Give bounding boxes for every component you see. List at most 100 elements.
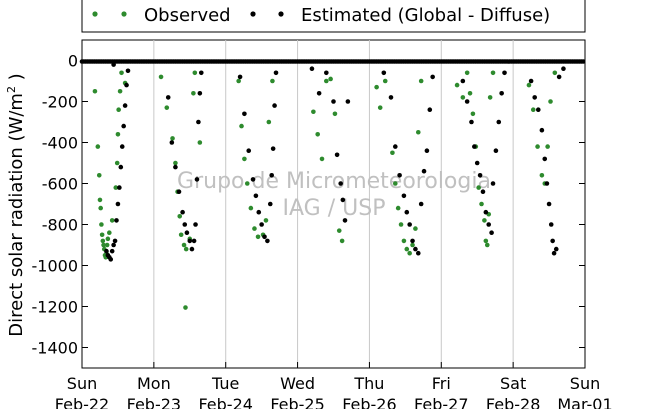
- point-estimated-79: [489, 230, 494, 235]
- point-estimated-78: [486, 222, 492, 227]
- point-estimated-63: [413, 246, 418, 252]
- point-estimated-40: [265, 238, 270, 244]
- point-estimated-34: [246, 148, 252, 153]
- y-tick-label-4: -800: [42, 216, 78, 235]
- point-observed-22: [119, 70, 124, 76]
- point-estimated-17: [165, 95, 171, 100]
- point-estimated-56: [388, 95, 394, 100]
- point-observed-80: [483, 238, 489, 244]
- plot-border: [81, 39, 586, 369]
- y-tick-label-2: -400: [42, 134, 78, 153]
- point-observed-66: [407, 250, 412, 256]
- point-estimated-38: [259, 222, 264, 227]
- x-tick-date-6: Feb-28: [486, 395, 540, 409]
- point-estimated-15: [125, 68, 131, 74]
- y-axis-label-superscript: 2: [5, 86, 18, 93]
- point-estimated-8: [115, 201, 121, 207]
- point-estimated-14: [124, 82, 129, 88]
- y-tick-label-0: 0: [68, 52, 78, 71]
- point-observed-26: [170, 136, 175, 141]
- point-estimated-52: [340, 197, 346, 203]
- point-estimated-44: [272, 103, 277, 108]
- x-tick-weekday-4: Thu: [353, 374, 384, 393]
- point-observed-6: [99, 232, 105, 238]
- point-estimated-36: [253, 193, 259, 199]
- point-observed-36: [197, 140, 203, 145]
- point-observed-19: [115, 132, 121, 137]
- point-observed-20: [116, 107, 121, 112]
- legend: Observed Estimated (Global - Diffuse): [81, 0, 586, 33]
- point-estimated-3: [108, 257, 114, 262]
- point-estimated-53: [342, 218, 348, 223]
- point-observed-7: [100, 238, 106, 244]
- point-observed-18: [114, 160, 120, 166]
- point-estimated-11: [119, 144, 125, 149]
- point-estimated-27: [193, 222, 198, 227]
- point-observed-8: [101, 242, 106, 248]
- legend-label-observed: Observed: [144, 5, 231, 26]
- point-observed-88: [539, 173, 545, 178]
- point-observed-0: [92, 88, 98, 94]
- x-tick-weekday-2: Tue: [211, 374, 239, 393]
- point-observed-13: [104, 242, 110, 248]
- x-tick-date-3: Feb-25: [270, 395, 324, 409]
- point-estimated-42: [269, 173, 275, 178]
- point-estimated-55: [381, 70, 387, 76]
- y-axis-label-text: Direct solar radiation (W/m: [6, 93, 27, 337]
- x-tick-date-1: Feb-23: [127, 395, 181, 409]
- point-estimated-10: [118, 164, 124, 170]
- point-observed-21: [117, 88, 123, 94]
- legend-label-estimated: Estimated (Global - Diffuse): [301, 5, 550, 26]
- point-estimated-84: [502, 70, 507, 76]
- point-estimated-51: [338, 181, 343, 186]
- point-observed-81: [484, 242, 490, 248]
- point-estimated-0: [104, 248, 109, 254]
- point-estimated-50: [334, 152, 340, 158]
- point-estimated-61: [407, 222, 412, 227]
- point-observed-85: [526, 82, 532, 88]
- point-observed-1: [95, 144, 101, 149]
- point-estimated-30: [197, 91, 203, 96]
- x-tick-weekday-6: Sat: [500, 374, 526, 393]
- point-estimated-6: [112, 238, 118, 244]
- point-estimated-96: [556, 74, 562, 80]
- point-estimated-32: [237, 74, 243, 80]
- point-observed-41: [244, 181, 250, 186]
- point-estimated-73: [472, 144, 477, 149]
- point-observed-70: [418, 78, 424, 84]
- point-estimated-74: [474, 160, 480, 166]
- point-estimated-41: [267, 201, 273, 207]
- point-estimated-76: [480, 189, 486, 194]
- point-observed-51: [319, 156, 325, 162]
- x-axis: Sun Feb-22 Mon Feb-23 Tue Feb-24 Wed Feb-25 Thu F…: [55, 362, 613, 413]
- point-estimated-18: [169, 140, 175, 145]
- points-layer: [79, 59, 586, 310]
- x-tick-date-5: Feb-27: [414, 395, 468, 409]
- watermark-line-2: IAG / USP: [283, 196, 386, 221]
- point-observed-63: [398, 222, 404, 227]
- y-tick-label-6: -1200: [32, 298, 79, 317]
- point-observed-14: [105, 236, 111, 242]
- point-observed-54: [332, 111, 338, 117]
- point-estimated-58: [397, 173, 402, 178]
- point-observed-60: [390, 150, 395, 156]
- watermark-line-1: Grupo de Micrometeorologia: [177, 169, 491, 194]
- point-estimated-83: [499, 91, 504, 96]
- point-estimated-57: [392, 144, 398, 149]
- grid-layer: [153, 40, 514, 368]
- point-estimated-9: [117, 185, 122, 190]
- point-observed-61: [392, 181, 398, 186]
- point-observed-27: [173, 160, 178, 166]
- point-estimated-24: [187, 238, 193, 244]
- point-observed-48: [270, 78, 275, 84]
- y-tick-label-1: -200: [42, 93, 78, 112]
- point-observed-55: [336, 228, 342, 233]
- point-observed-87: [535, 144, 540, 149]
- point-observed-25: [164, 105, 170, 110]
- y-tick-label-3: -600: [42, 175, 78, 194]
- point-observed-84: [490, 70, 496, 76]
- point-estimated-23: [184, 230, 190, 235]
- point-observed-59: [382, 78, 388, 84]
- point-estimated-46: [309, 66, 315, 71]
